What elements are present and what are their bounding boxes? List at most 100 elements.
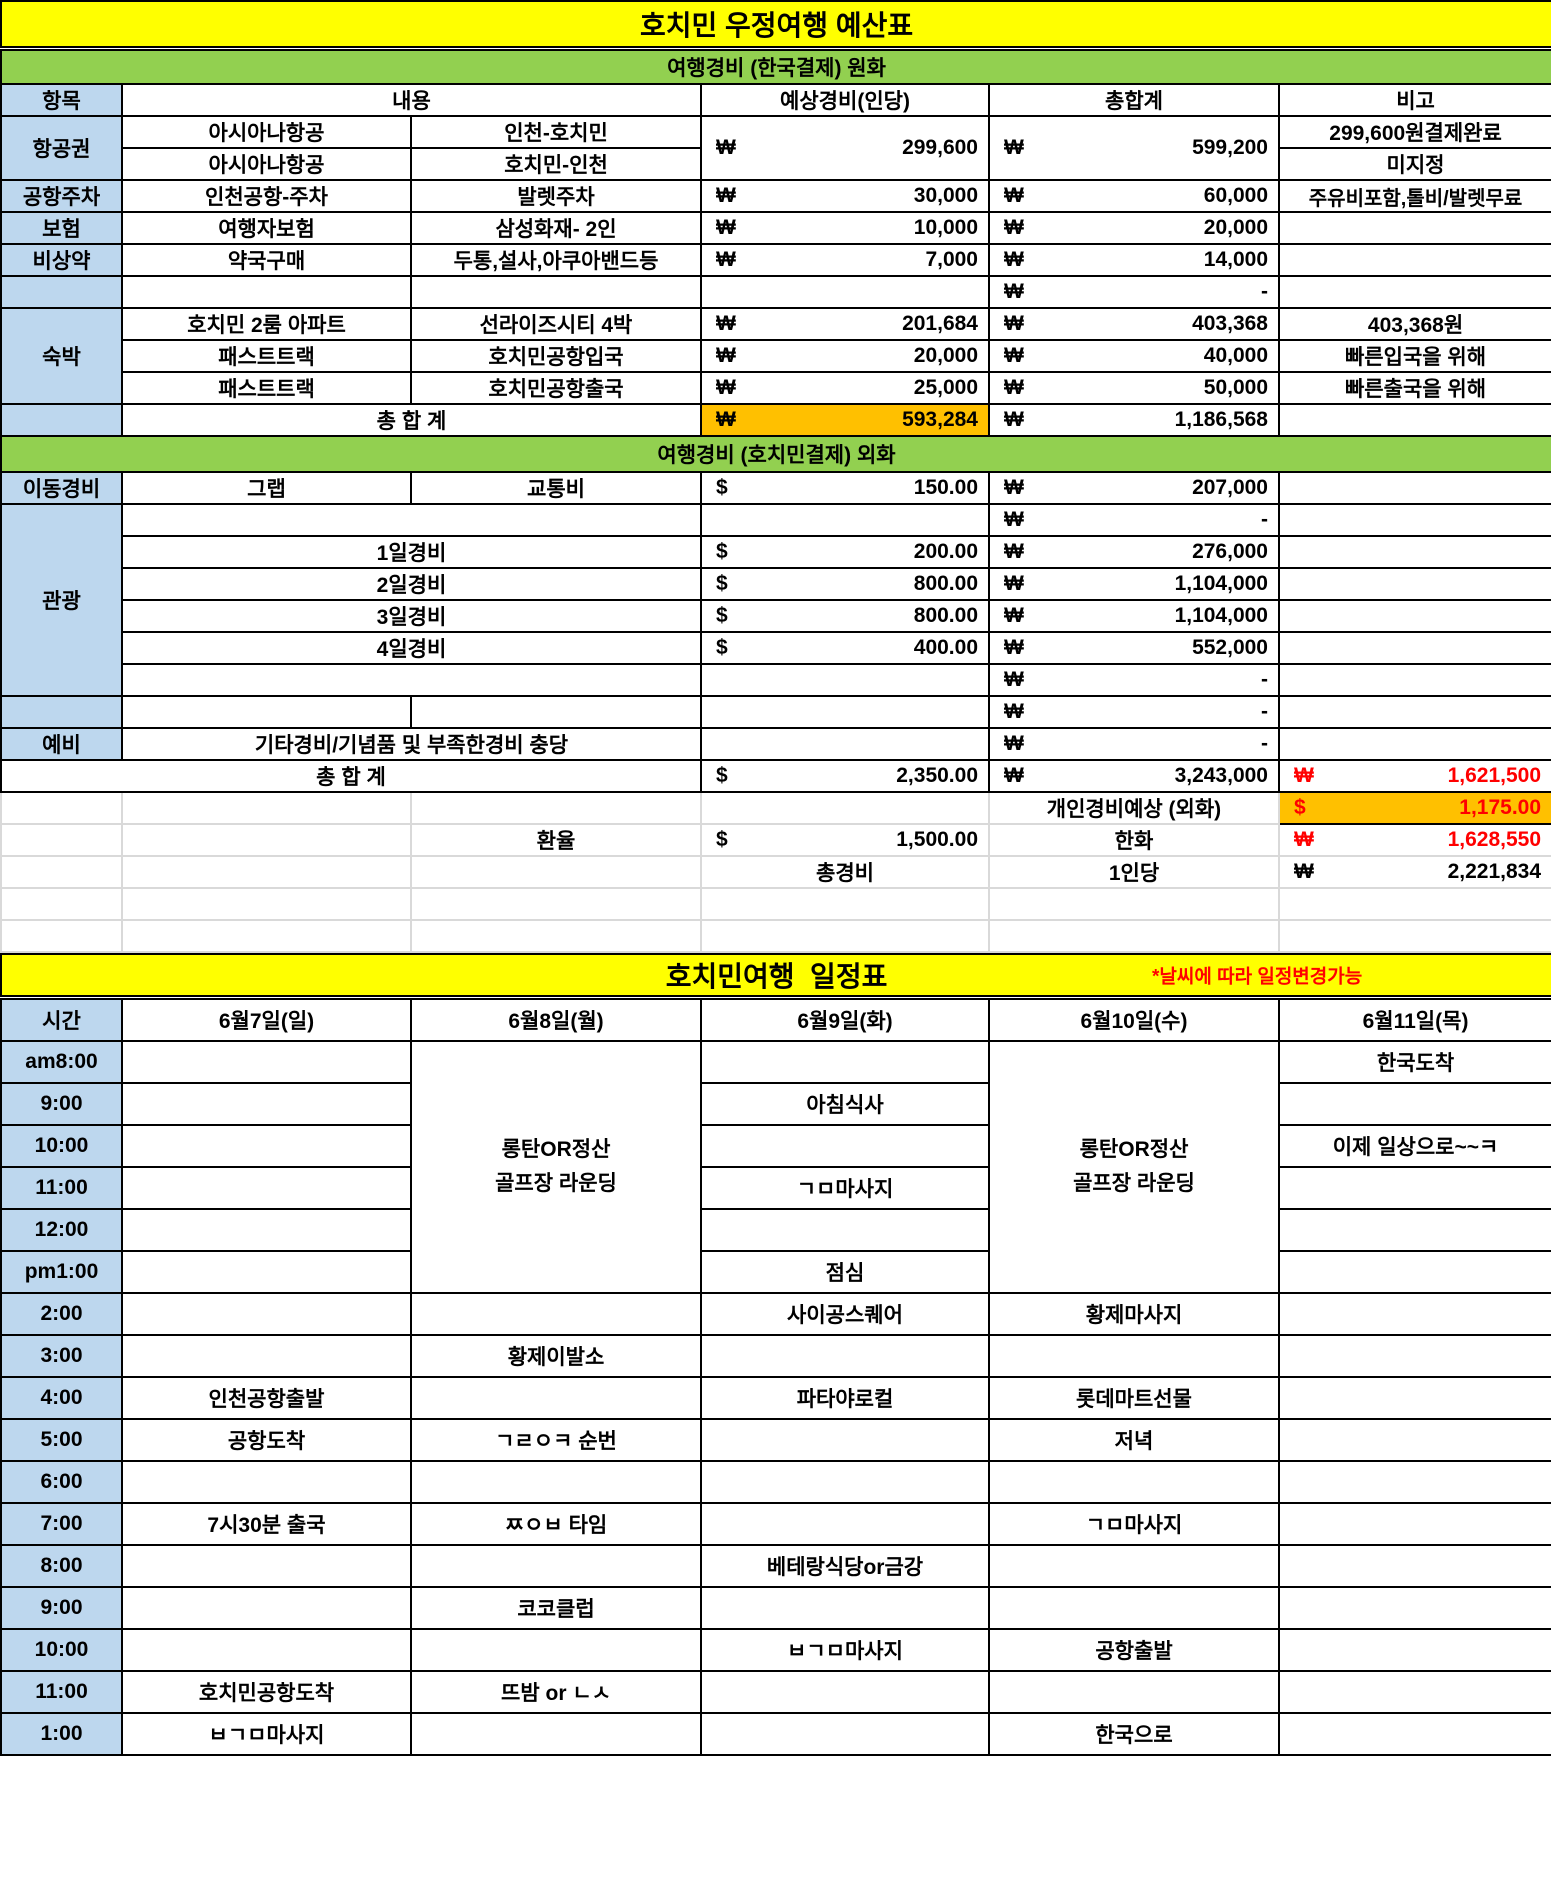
schedule-cell	[121, 1250, 412, 1294]
won-symbol: ₩	[1004, 668, 1024, 691]
cell-item: 3일경비	[121, 599, 702, 633]
schedule-title: 호치민여행 일정표	[665, 961, 888, 992]
schedule-cell	[410, 1544, 702, 1588]
amount: 552,000	[1192, 636, 1268, 659]
rate-value: $1,500.00	[700, 823, 990, 857]
cell-item: 약국구매	[121, 243, 412, 277]
empty-cell	[988, 887, 1280, 921]
cell-detail: 두통,설사,아쿠아밴드등	[410, 243, 702, 277]
amount: 1,104,000	[1174, 572, 1268, 595]
row-label-transport: 이동경비	[0, 471, 123, 505]
cell-detail: 호치민공항출국	[410, 371, 702, 405]
header-day: 6월10일(수)	[988, 996, 1280, 1042]
schedule-cell	[121, 1292, 412, 1336]
header-day: 6월7일(일)	[121, 996, 412, 1042]
cell-detail: 발렛주차	[410, 179, 702, 213]
schedule-cell: 뜨밤 or ㄴㅅ	[410, 1670, 702, 1714]
won-symbol: ₩	[1294, 764, 1314, 787]
schedule-row: 12:00	[0, 1208, 1551, 1252]
empty-cell	[121, 855, 412, 889]
won-symbol: ₩	[716, 376, 736, 399]
schedule-row: 9:00 코코클럽	[0, 1586, 1551, 1630]
schedule-cell: ㅂㄱㅁ마사지	[700, 1628, 990, 1672]
cell-item: 아시아나항공	[121, 147, 412, 181]
schedule-cell: 한국으로	[988, 1712, 1280, 1756]
amount: 593,284	[902, 408, 978, 431]
schedule-cell: 베테랑식당or금강	[700, 1544, 990, 1588]
time-cell: am8:00	[0, 1040, 123, 1084]
cell-item: 호치민 2룸 아파트	[121, 307, 412, 341]
time-cell: 5:00	[0, 1418, 123, 1462]
budget-table: 호치민 우정여행 예산표 여행경비 (한국결제) 원화 항목 내용 예상경비(인…	[0, 0, 1551, 953]
schedule-cell: ㄱㄹㅇㅋ 순번	[410, 1418, 702, 1462]
schedule-cell	[121, 1628, 412, 1672]
schedule-cell: 파타야로컬	[700, 1376, 990, 1420]
section-fx-header: 여행경비 (호치민결제) 외화	[0, 435, 1551, 473]
header-content: 내용	[121, 83, 702, 117]
amount: 20,000	[1203, 216, 1268, 239]
amount: 200.00	[913, 540, 978, 563]
header-day: 6월9일(화)	[700, 996, 990, 1042]
cell-total: ₩599,200	[988, 115, 1280, 181]
cell-note	[1277, 567, 1551, 601]
cell-item	[121, 503, 702, 537]
amount: 1,621,500	[1447, 764, 1542, 787]
time-cell: 4:00	[0, 1376, 123, 1420]
schedule-cell	[988, 1460, 1280, 1504]
schedule-cell: 저녁	[988, 1418, 1280, 1462]
cell-per-person: ₩299,600	[700, 115, 990, 181]
cell-note	[1277, 663, 1551, 697]
schedule-row: am8:00 롱탄OR정산 골프장 라운딩 롱탄OR정산 골프장 라운딩 한국도착	[0, 1040, 1551, 1294]
amount: 800.00	[913, 604, 978, 627]
header-day: 6월8일(월)	[410, 996, 702, 1042]
cell-item: 패스트트랙	[121, 371, 412, 405]
amount: 2,221,834	[1447, 860, 1542, 883]
cell-total: ₩276,000	[988, 535, 1280, 569]
time-cell: 9:00	[0, 1082, 123, 1126]
schedule-cell: 호치민공항도착	[121, 1670, 412, 1714]
cell-total: ₩60,000	[988, 179, 1280, 213]
won-symbol: ₩	[1294, 860, 1314, 883]
amount: 276,000	[1192, 540, 1268, 563]
row-label-tour: 관광	[0, 503, 123, 697]
cell-note: 미지정	[1277, 147, 1551, 181]
row-label-blank	[0, 403, 123, 437]
cell-total: ₩207,000	[988, 471, 1280, 505]
schedule-cell	[1277, 1670, 1551, 1714]
schedule-cell: 코코클럽	[410, 1586, 702, 1630]
empty-cell	[121, 919, 412, 953]
dollar-symbol: $	[716, 636, 728, 659]
schedule-cell: ㅉㅇㅂ 타임	[410, 1502, 702, 1546]
won-symbol: ₩	[1004, 732, 1024, 755]
cell-note	[1277, 275, 1551, 309]
cell-note	[1277, 631, 1551, 665]
cell-detail: 인천-호치민	[410, 115, 702, 149]
schedule-cell	[121, 1544, 412, 1588]
time-cell: 10:00	[0, 1124, 123, 1168]
amount: 1,175.00	[1459, 796, 1542, 819]
schedule-cell	[700, 1208, 990, 1252]
schedule-cell	[1277, 1502, 1551, 1546]
won-symbol: ₩	[1004, 476, 1024, 499]
amount: 2,350.00	[896, 764, 978, 787]
schedule-row: 4:00 인천공항출발 파타야로컬 롯데마트선물	[0, 1376, 1551, 1420]
cell-detail: 선라이즈시티 4박	[410, 307, 702, 341]
dollar-symbol: $	[716, 572, 728, 595]
dollar-symbol: $	[716, 764, 728, 787]
amount: -	[1261, 668, 1268, 691]
won-symbol: ₩	[1004, 764, 1024, 787]
amount: -	[1261, 732, 1268, 755]
schedule-cell: 점심	[700, 1250, 990, 1294]
won-symbol: ₩	[1004, 136, 1024, 159]
cell-total: ₩1,104,000	[988, 599, 1280, 633]
schedule-cell	[121, 1460, 412, 1504]
schedule-row: 5:00 공항도착 ㄱㄹㅇㅋ 순번 저녁	[0, 1418, 1551, 1462]
cell-per-person	[700, 663, 990, 697]
schedule-cell	[121, 1040, 412, 1084]
golf-event-cell: 롱탄OR정산 골프장 라운딩	[988, 1040, 1280, 1294]
cell-per-person: ₩7,000	[700, 243, 990, 277]
time-cell: pm1:00	[0, 1250, 123, 1294]
fx-total-per-person-krw: ₩1,621,500	[1277, 759, 1551, 793]
cell-total: ₩50,000	[988, 371, 1280, 405]
cell-per-person: $200.00	[700, 535, 990, 569]
